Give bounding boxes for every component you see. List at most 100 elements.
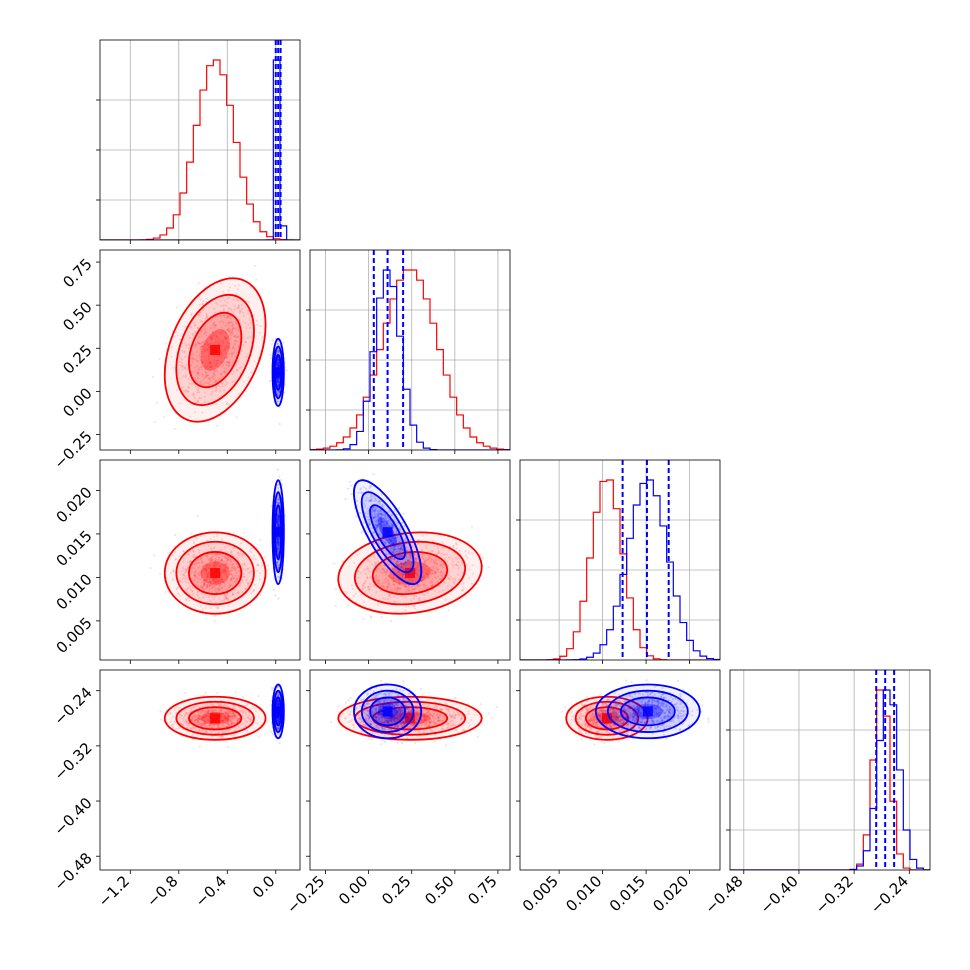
sample-point bbox=[203, 332, 207, 335]
sample-point bbox=[199, 396, 202, 399]
sample-point bbox=[247, 312, 250, 315]
sample-point bbox=[426, 592, 429, 595]
sample-point bbox=[214, 581, 217, 584]
sample-point bbox=[208, 361, 211, 365]
sample-point bbox=[277, 350, 280, 353]
sample-point bbox=[438, 564, 442, 567]
sample-point bbox=[362, 618, 365, 621]
sample-point bbox=[220, 548, 223, 551]
sample-point bbox=[213, 560, 217, 563]
sample-point bbox=[227, 289, 230, 292]
sample-point bbox=[232, 352, 235, 355]
sample-point bbox=[153, 420, 156, 423]
sample-point bbox=[416, 561, 419, 565]
sample-point bbox=[199, 345, 203, 349]
sample-point bbox=[277, 364, 281, 368]
sample-point bbox=[234, 567, 238, 570]
sample-point bbox=[276, 364, 279, 367]
sample-point bbox=[196, 538, 199, 541]
sample-point bbox=[226, 341, 229, 344]
sample-point bbox=[415, 560, 418, 563]
sample-point bbox=[213, 578, 216, 582]
sample-point bbox=[224, 570, 227, 573]
sample-point bbox=[248, 335, 251, 338]
sample-point bbox=[276, 540, 279, 543]
sample-point bbox=[277, 523, 280, 526]
sample-point bbox=[276, 362, 279, 365]
sample-point bbox=[277, 519, 280, 522]
sample-point bbox=[375, 577, 378, 580]
sample-point bbox=[277, 349, 280, 352]
sample-point bbox=[277, 362, 281, 365]
sample-point bbox=[194, 330, 197, 333]
sample-point bbox=[276, 381, 279, 384]
sample-point bbox=[393, 534, 396, 537]
sample-point bbox=[213, 586, 216, 589]
sample-point bbox=[391, 589, 394, 593]
sample-point bbox=[276, 546, 279, 549]
sample-point bbox=[199, 330, 202, 333]
sample-point bbox=[366, 566, 369, 569]
sample-point bbox=[431, 583, 434, 586]
sample-point bbox=[367, 586, 370, 589]
sample-point bbox=[178, 338, 181, 341]
sample-point bbox=[173, 550, 177, 554]
sample-point bbox=[181, 364, 184, 368]
sample-point bbox=[430, 566, 434, 569]
sample-point bbox=[408, 578, 411, 581]
sample-point bbox=[373, 505, 376, 508]
sample-point bbox=[452, 580, 456, 583]
sample-point bbox=[277, 390, 281, 393]
sample-point bbox=[277, 381, 280, 384]
sample-point bbox=[227, 330, 230, 333]
sample-point bbox=[455, 563, 458, 567]
sample-point bbox=[224, 349, 227, 352]
sample-point bbox=[277, 384, 280, 387]
sample-point bbox=[245, 355, 248, 359]
sample-point bbox=[276, 541, 279, 545]
sample-point bbox=[366, 576, 369, 580]
sample-point bbox=[278, 502, 281, 505]
sample-point bbox=[421, 593, 424, 596]
sample-point bbox=[215, 369, 219, 372]
sample-point bbox=[207, 572, 210, 575]
sample-point bbox=[208, 570, 211, 574]
sample-point bbox=[341, 559, 344, 562]
sample-point bbox=[223, 568, 226, 571]
sample-point bbox=[402, 595, 405, 598]
sample-point bbox=[455, 543, 459, 546]
sample-point bbox=[397, 550, 401, 553]
sample-point bbox=[223, 335, 226, 338]
sample-point bbox=[409, 560, 412, 563]
sample-point bbox=[191, 593, 194, 596]
sample-point bbox=[215, 341, 218, 344]
sample-point bbox=[218, 341, 222, 344]
sample-point bbox=[458, 549, 462, 552]
sample-point bbox=[277, 361, 281, 365]
sample-point bbox=[205, 570, 208, 573]
sample-point bbox=[214, 389, 217, 393]
sample-point bbox=[233, 588, 236, 592]
sample-point bbox=[437, 568, 440, 571]
sample-point bbox=[237, 329, 240, 333]
sample-point bbox=[200, 586, 203, 589]
sample-point bbox=[221, 554, 224, 558]
sample-point bbox=[221, 570, 225, 573]
sample-point bbox=[195, 354, 198, 358]
sample-point bbox=[452, 545, 456, 549]
sample-point bbox=[206, 584, 209, 588]
sample-point bbox=[223, 314, 226, 317]
sample-point bbox=[363, 590, 366, 594]
density-peak bbox=[405, 568, 415, 579]
sample-point bbox=[219, 344, 223, 347]
sample-point bbox=[202, 544, 205, 547]
sample-point bbox=[277, 515, 280, 518]
sample-point bbox=[382, 568, 386, 571]
sample-point bbox=[211, 391, 214, 394]
sample-point bbox=[481, 556, 484, 559]
sample-point bbox=[229, 578, 233, 581]
sample-point bbox=[187, 553, 190, 557]
sample-point bbox=[381, 584, 384, 587]
sample-point bbox=[196, 360, 199, 363]
sample-point bbox=[238, 366, 241, 370]
